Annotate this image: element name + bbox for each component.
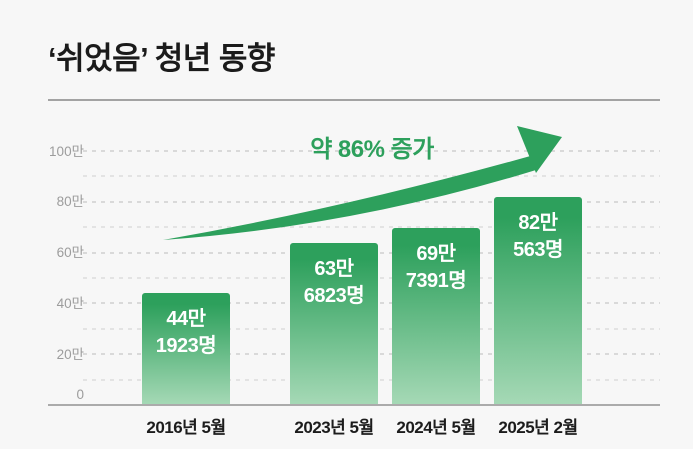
x-axis-label: 2016년 5월 (146, 418, 226, 437)
bar-value-line: 6823명 (303, 285, 365, 308)
bar-value-line: 563명 (513, 238, 563, 261)
x-axis-label: 2025년 2월 (498, 418, 578, 437)
bar-value-line: 1923명 (155, 334, 217, 357)
bar-value-line: 44만 (166, 307, 206, 330)
bar-value-label: 69만 7391명 (392, 241, 480, 295)
growth-annotation: 약 86% 증가 (310, 136, 434, 163)
gridline-major (83, 150, 660, 152)
y-axis-tick-label: 0 (76, 386, 84, 402)
bar: 44만 1923명 (142, 292, 230, 405)
bar-value-label: 82만 563명 (494, 210, 582, 264)
y-axis-tick-label: 80만 (56, 194, 84, 210)
x-axis-label: 2023년 5월 (294, 418, 374, 437)
bar-value-line: 7391명 (405, 269, 467, 292)
page-title: ‘쉬었음’ 청년 동향 (48, 41, 275, 76)
bar: 82만 563명 (494, 196, 582, 405)
title-divider (48, 99, 660, 101)
y-axis-tick-label: 20만 (56, 346, 84, 362)
y-axis-tick-label: 60만 (56, 245, 84, 261)
bar: 63만 6823명 (290, 243, 378, 405)
x-axis-label: 2024년 5월 (396, 418, 476, 437)
bar-value-label: 44만 1923명 (142, 306, 230, 360)
bar-value-label: 63만 6823명 (290, 256, 378, 310)
bar-value-line: 82만 (518, 211, 558, 234)
bar-value-line: 69만 (416, 242, 456, 265)
bar: 69만 7391명 (392, 227, 480, 405)
bar-value-line: 63만 (314, 258, 354, 281)
y-axis-tick-label: 40만 (56, 295, 84, 311)
gridline-minor (83, 175, 660, 178)
y-axis-tick-label: 100만 (49, 143, 84, 159)
x-axis-line (48, 404, 660, 406)
